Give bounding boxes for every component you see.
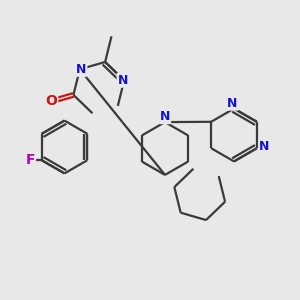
Text: N: N [76,63,86,76]
Text: N: N [118,74,128,87]
Text: F: F [26,153,35,167]
Text: N: N [227,97,238,110]
Text: N: N [259,140,270,153]
Text: N: N [160,110,170,123]
Text: O: O [45,94,57,108]
